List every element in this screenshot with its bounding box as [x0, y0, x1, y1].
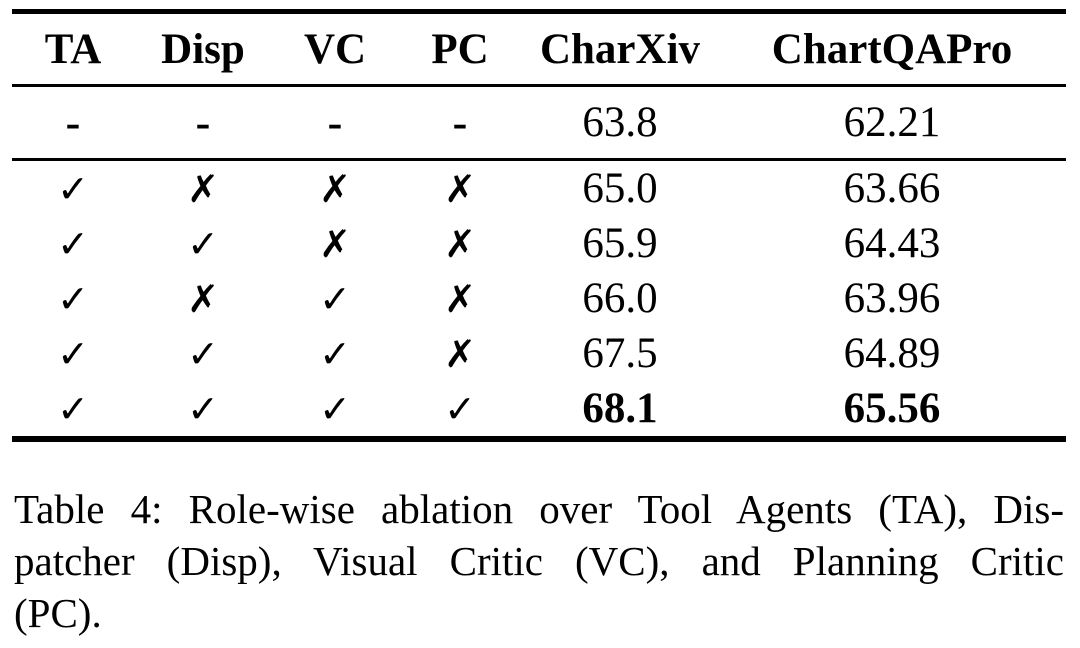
caption-line: Table 4: Role-wise ablation over Tool Ag… — [14, 486, 1064, 532]
caption-line: patcher (Disp), Visual Critic (VC), and … — [14, 538, 1064, 584]
check-icon: ✓ — [319, 276, 351, 321]
check-icon: ✓ — [57, 221, 89, 266]
check-icon: ✓ — [444, 386, 476, 431]
check-icon: ✓ — [319, 331, 351, 376]
check-icon: ✓ — [319, 386, 351, 431]
cross-icon: ✗ — [187, 166, 219, 211]
check-icon: ✓ — [57, 276, 89, 321]
cross-icon: ✗ — [444, 221, 476, 266]
column-header-ta: TA — [12, 11, 134, 87]
score-cell: 67.5 — [582, 330, 658, 377]
dash-mark: - — [12, 85, 134, 161]
cross-icon: ✗ — [187, 276, 219, 321]
table-row: ✓ ✗ ✓ ✗ 66.0 63.96 — [12, 271, 1066, 326]
table-row: ✓ ✗ ✗ ✗ 65.0 63.66 — [12, 160, 1066, 217]
table-caption: Table 4: Role-wise ablation over Tool Ag… — [14, 483, 1064, 639]
column-header-chartqapro: ChartQAPro — [718, 11, 1066, 87]
score-cell: 63.8 — [522, 85, 718, 161]
column-header-pc: PC — [398, 11, 522, 87]
table-header: TA Disp VC PC CharXiv ChartQAPro — [12, 11, 1066, 87]
cross-icon: ✗ — [444, 331, 476, 376]
cross-icon: ✗ — [319, 166, 351, 211]
column-header-disp: Disp — [134, 11, 272, 87]
score-cell: 65.0 — [582, 165, 658, 212]
dash-mark: - — [398, 85, 522, 161]
header-row: TA Disp VC PC CharXiv ChartQAPro — [12, 11, 1066, 87]
score-cell: 62.21 — [718, 85, 1066, 161]
check-icon: ✓ — [187, 386, 219, 431]
score-cell: 68.1 — [582, 385, 658, 432]
check-icon: ✓ — [187, 221, 219, 266]
caption-line: (PC). — [14, 590, 102, 636]
cross-icon: ✗ — [319, 221, 351, 266]
cross-icon: ✗ — [444, 276, 476, 321]
table-row: ✓ ✓ ✗ ✗ 65.9 64.43 — [12, 216, 1066, 271]
check-icon: ✓ — [57, 166, 89, 211]
score-cell: 64.89 — [843, 330, 941, 377]
table-row: - - - -63.8 62.21 — [12, 85, 1066, 161]
table-wrap: TA Disp VC PC CharXiv ChartQAPro - - - -63.… — [12, 9, 1066, 442]
check-icon: ✓ — [187, 331, 219, 376]
score-cell: 65.9 — [582, 220, 658, 267]
score-cell: 64.43 — [843, 220, 941, 267]
score-cell: 63.96 — [843, 275, 941, 322]
check-icon: ✓ — [57, 331, 89, 376]
ablation-table: TA Disp VC PC CharXiv ChartQAPro - - - -63.… — [12, 9, 1066, 442]
cross-icon: ✗ — [444, 166, 476, 211]
check-icon: ✓ — [57, 386, 89, 431]
table-row: ✓ ✓ ✓ ✗ 67.5 64.89 — [12, 326, 1066, 381]
score-cell: 63.66 — [843, 165, 941, 212]
column-header-vc: VC — [272, 11, 398, 87]
dash-mark: - — [134, 85, 272, 161]
table-row: ✓ ✓ ✓ ✓ 68.1 65.56 — [12, 381, 1066, 439]
score-cell: 66.0 — [582, 275, 658, 322]
ablation-table-body: - - - -63.8 62.21 ✓ ✗ ✗ ✗ 65.0 63.66 ✓ ✓ ✗ ✗ 65.9 64.43 ✓… — [12, 85, 1066, 440]
score-cell: 65.56 — [843, 385, 941, 432]
column-header-charxiv: CharXiv — [522, 11, 718, 87]
dash-mark: - — [272, 85, 398, 161]
